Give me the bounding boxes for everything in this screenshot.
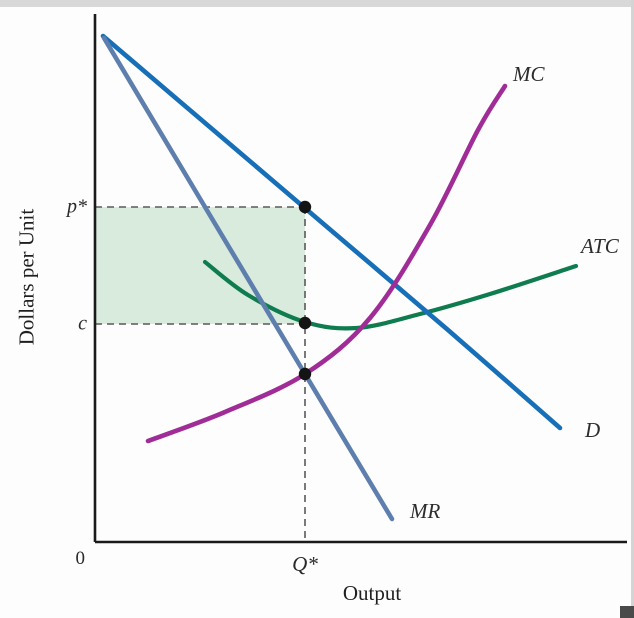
page-top-edge: [0, 0, 634, 7]
profit-region: [95, 207, 305, 324]
page-corner-mark: [620, 606, 634, 618]
tick-q-star: Q*: [292, 552, 318, 576]
dot-price-on-demand: [298, 200, 312, 214]
curve-label-atc: ATC: [579, 234, 620, 258]
tick-p-star: p*: [67, 195, 87, 218]
x-axis-title: Output: [342, 581, 402, 605]
curve-mr: [101, 35, 395, 522]
tick-c: c: [78, 312, 87, 335]
dot-mr-mc-intersection: [298, 367, 312, 381]
curve-d: [100, 33, 563, 431]
curve-label-d: D: [584, 418, 600, 442]
page-right-edge: [631, 0, 634, 618]
curve-mc: [145, 83, 508, 444]
curve-label-mr: MR: [409, 499, 440, 523]
dot-cost-on-atc: [298, 316, 312, 330]
origin-label: 0: [75, 548, 86, 569]
y-axis-title: Dollars per Unit: [14, 208, 39, 346]
curve-label-mc: MC: [512, 62, 545, 86]
